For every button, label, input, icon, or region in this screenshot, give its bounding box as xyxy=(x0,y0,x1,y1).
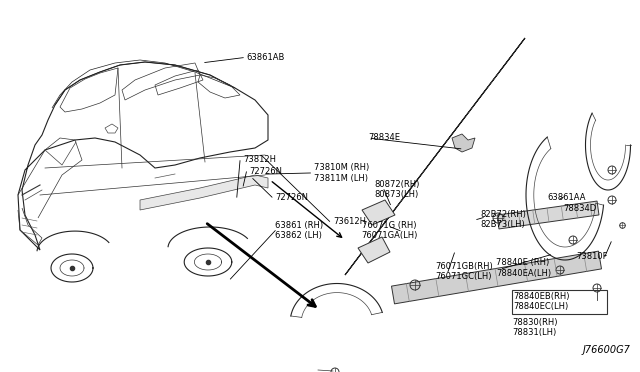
Text: 73812H: 73812H xyxy=(243,155,276,164)
Text: 78840E (RH)
78840EA(LH): 78840E (RH) 78840EA(LH) xyxy=(496,258,551,278)
Text: 73810M (RH)
73811M (LH): 73810M (RH) 73811M (LH) xyxy=(314,163,369,183)
Polygon shape xyxy=(362,200,395,225)
Text: 73612H: 73612H xyxy=(333,217,366,226)
Text: 73810F: 73810F xyxy=(576,252,607,261)
Text: 63861AA: 63861AA xyxy=(547,193,586,202)
Text: 80872(RH)
80873(LH): 80872(RH) 80873(LH) xyxy=(374,180,420,199)
Text: J76600G7: J76600G7 xyxy=(582,345,630,355)
Polygon shape xyxy=(140,175,268,210)
Bar xyxy=(512,290,607,314)
Text: 82B72(RH)
82B73(LH): 82B72(RH) 82B73(LH) xyxy=(480,210,526,229)
Text: 63861 (RH)
63862 (LH): 63861 (RH) 63862 (LH) xyxy=(275,221,323,240)
Text: 78834E: 78834E xyxy=(368,133,400,142)
Polygon shape xyxy=(392,251,602,304)
Polygon shape xyxy=(497,201,599,229)
Polygon shape xyxy=(358,237,390,263)
Text: 78840EB(RH)
78840EC(LH): 78840EB(RH) 78840EC(LH) xyxy=(513,292,570,311)
Polygon shape xyxy=(452,134,475,152)
Text: 72726N: 72726N xyxy=(275,193,308,202)
Text: 63861AB: 63861AB xyxy=(246,53,285,62)
Text: 76071G (RH)
76071GA(LH): 76071G (RH) 76071GA(LH) xyxy=(362,221,418,240)
Text: 72726N: 72726N xyxy=(250,167,283,176)
Text: 78834D: 78834D xyxy=(563,204,596,213)
Text: 76071GB(RH)
76071GC(LH): 76071GB(RH) 76071GC(LH) xyxy=(435,262,493,281)
Text: 78830(RH)
78831(LH): 78830(RH) 78831(LH) xyxy=(512,318,557,337)
